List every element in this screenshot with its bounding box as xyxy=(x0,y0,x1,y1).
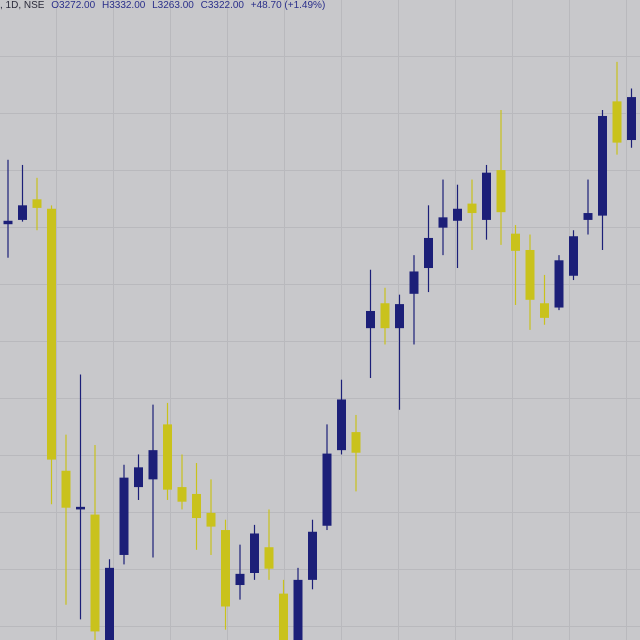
candle-body xyxy=(192,493,201,519)
candle-body xyxy=(395,304,404,329)
legend-close: C3322.00 xyxy=(201,0,245,11)
candle-body xyxy=(221,530,230,607)
candle-body xyxy=(453,208,462,221)
candle-body xyxy=(148,450,158,480)
candle-body xyxy=(264,547,274,569)
legend-open: O3272.00 xyxy=(51,0,95,11)
candle-body xyxy=(76,506,85,510)
candle-body xyxy=(337,399,346,451)
candle-body xyxy=(525,249,535,300)
candle-body xyxy=(250,533,259,573)
candle-body xyxy=(90,514,100,632)
candle-body xyxy=(61,470,71,508)
candle-body xyxy=(293,579,303,640)
candle-body xyxy=(47,208,56,460)
candle-body xyxy=(322,453,332,526)
candle-body xyxy=(206,512,216,527)
candle-body xyxy=(511,233,520,251)
candle-body xyxy=(496,170,506,213)
legend-info: , 1D, NSE xyxy=(0,0,45,11)
candle-body xyxy=(105,567,114,640)
candle-body xyxy=(3,220,13,225)
legend-low: L3263.00 xyxy=(152,0,194,11)
candle-body xyxy=(134,467,143,488)
plot-area xyxy=(3,61,636,640)
candle-body xyxy=(627,97,636,141)
candle-body xyxy=(177,487,187,502)
candle-body xyxy=(424,237,433,269)
candle-body xyxy=(308,531,317,580)
candle-body xyxy=(366,310,375,329)
legend-change: +48.70 (+1.49%) xyxy=(251,0,326,11)
candle-body xyxy=(119,477,129,555)
candle-body xyxy=(351,432,361,453)
candle-body xyxy=(380,303,390,329)
candle-body xyxy=(467,203,477,214)
legend-high: H3332.00 xyxy=(102,0,146,11)
candle-body xyxy=(540,303,549,318)
candle-body xyxy=(482,172,491,220)
candle-body xyxy=(279,593,288,640)
candle-body xyxy=(554,260,564,308)
candle-body xyxy=(569,236,578,276)
candle-body xyxy=(18,205,27,220)
candle-body xyxy=(438,217,448,228)
candle-body xyxy=(409,271,419,294)
legend: , 1D, NSE O3272.00 H3332.00 L3263.00 C33… xyxy=(0,0,325,11)
candle-body xyxy=(583,213,593,220)
candle-body xyxy=(612,101,622,143)
candle-body xyxy=(32,199,42,208)
candle-body xyxy=(235,573,245,586)
candle-body xyxy=(163,424,172,490)
candle-body xyxy=(598,115,607,216)
